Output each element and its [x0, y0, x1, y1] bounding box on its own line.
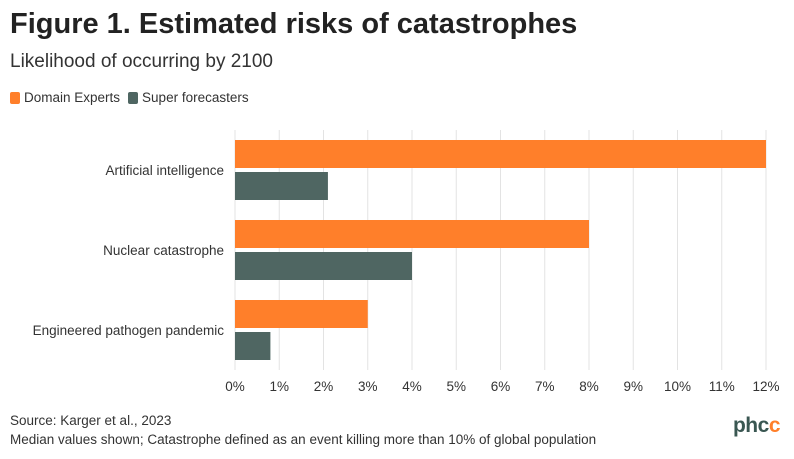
legend: Domain Experts Super forecasters: [10, 90, 257, 105]
category-label-0: Artificial intelligence: [105, 163, 224, 178]
methodology-note: Median values shown; Catastrophe defined…: [10, 432, 597, 447]
x-tick-label-6: 6%: [491, 379, 511, 394]
x-tick-label-11: 11%: [709, 379, 735, 394]
x-tick-label-0: 0%: [225, 379, 245, 394]
x-tick-label-3: 3%: [358, 379, 378, 394]
bar-domain-experts-1: [235, 220, 589, 248]
legend-swatch-super-forecasters: [128, 91, 139, 104]
legend-item-domain-experts: Domain Experts: [10, 90, 120, 105]
legend-label-super-forecasters: Super forecasters: [142, 90, 249, 105]
legend-item-super-forecasters: Super forecasters: [128, 90, 249, 105]
chart-title: Figure 1. Estimated risks of catastrophe…: [10, 8, 578, 40]
x-tick-label-4: 4%: [402, 379, 422, 394]
bar-super-forecasters-1: [235, 252, 412, 280]
x-tick-label-5: 5%: [446, 379, 466, 394]
x-tick-label-10: 10%: [664, 379, 691, 394]
x-tick-label-9: 9%: [623, 379, 643, 394]
bar-domain-experts-0: [235, 140, 766, 168]
legend-label-domain-experts: Domain Experts: [24, 90, 121, 105]
source-note: Source: Karger et al., 2023: [10, 413, 172, 428]
chart-subtitle: Likelihood of occurring by 2100: [10, 51, 274, 72]
legend-swatch-domain-experts: [10, 91, 20, 104]
bar-super-forecasters-2: [235, 332, 271, 360]
bar-domain-experts-2: [235, 300, 368, 328]
x-tick-label-8: 8%: [579, 379, 599, 394]
x-tick-label-7: 7%: [535, 379, 555, 394]
x-tick-label-2: 2%: [314, 379, 334, 394]
phcc-logo: phcc: [732, 414, 781, 437]
category-label-1: Nuclear catastrophe: [103, 243, 224, 258]
category-label-2: Engineered pathogen pandemic: [33, 323, 225, 338]
bar-super-forecasters-0: [235, 172, 328, 200]
x-tick-label-12: 12%: [752, 379, 779, 394]
x-tick-label-1: 1%: [269, 379, 289, 394]
